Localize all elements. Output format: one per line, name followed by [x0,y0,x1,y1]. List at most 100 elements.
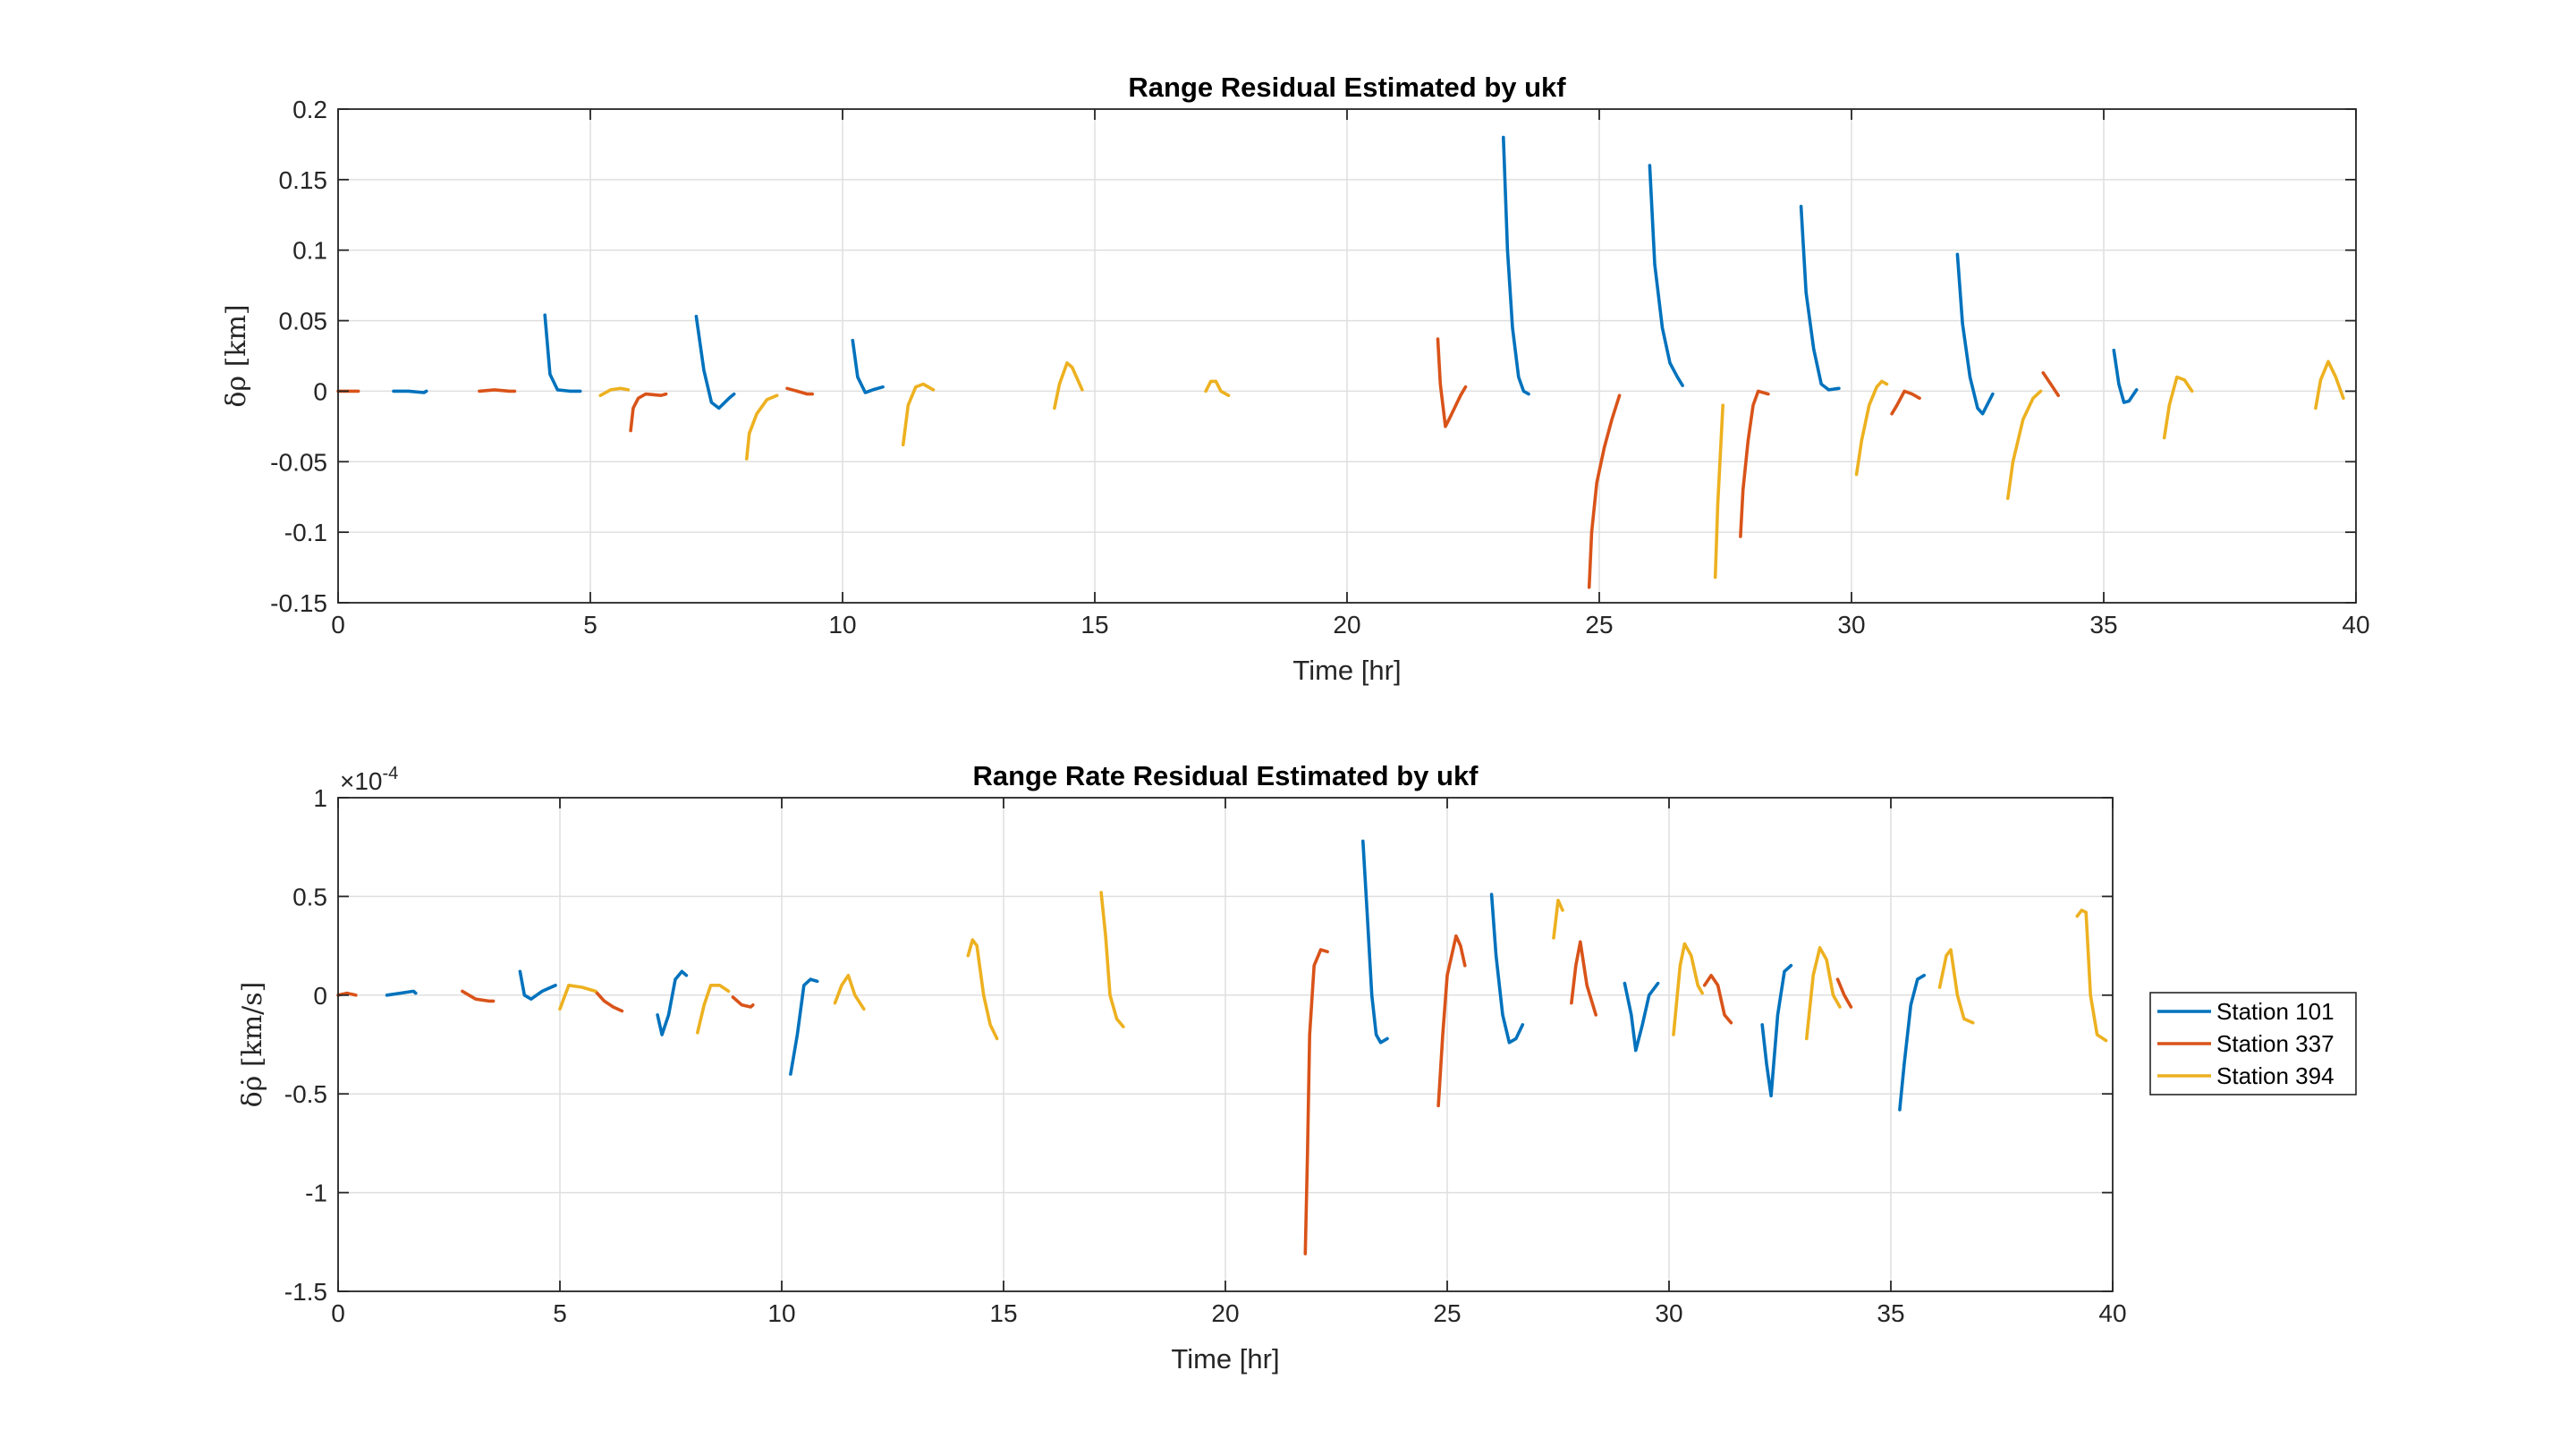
y-tick-label: 0 [313,377,327,405]
series-line-station-394 [1713,403,1724,579]
y-tick-label: 0.1 [292,237,327,265]
series-line-station-337 [1702,973,1733,1025]
series-line-station-394 [1552,899,1564,940]
series-line-station-337 [1739,389,1770,538]
series-line-station-394 [1204,379,1231,397]
series-line-station-394 [598,386,631,397]
x-tick-label: 5 [553,1299,567,1327]
x-tick-label: 30 [1655,1299,1682,1327]
x-axis-label: Time [hr] [1171,1343,1279,1375]
x-tick-label: 30 [1837,611,1865,639]
legend-label-station-394: Station 394 [2216,1062,2334,1089]
series-line-station-101 [1955,252,1995,416]
series-line-station-101 [1361,839,1389,1045]
series-line-station-337 [1835,977,1853,1009]
series-line-station-101 [1648,164,1684,387]
y-tick-label: -0.5 [284,1080,327,1108]
series-line-station-394 [1937,948,1975,1025]
x-tick-label: 20 [1211,1299,1239,1327]
y-tick-label: 0.2 [292,96,327,123]
y-tick-label: 0 [313,982,327,1010]
series-line-station-337 [785,386,814,396]
x-tick-label: 0 [331,611,345,639]
series-line-station-394 [2006,389,2043,501]
y-tick-label: -0.15 [270,589,327,617]
x-tick-label: 25 [1433,1299,1461,1327]
legend: Station 101 Station 337 Station 394 [2149,992,2357,1095]
series-line-station-337 [593,989,624,1013]
x-tick-label: 35 [2089,611,2117,639]
series-line-station-394 [2314,360,2345,410]
y-tick-label: 0.05 [279,308,328,335]
series-line-station-394 [1053,361,1084,410]
series-line-station-394 [696,984,731,1035]
series-line-station-394 [966,938,999,1041]
range-residual-plot: 0 5 10 15 20 25 30 35 40 -0.15 -0.1 -0.05 0 0.05 0.1 0.… [221,72,2370,686]
series-line-station-337 [1436,934,1467,1108]
series-line-station-101 [2112,348,2139,404]
series-line-station-394 [901,382,936,447]
x-tick-label: 0 [331,1299,345,1327]
x-tick-label: 20 [1333,611,1360,639]
x-tick-label: 40 [2098,1299,2126,1327]
series-line-station-337 [478,388,517,393]
y-axis-label: δρ [km] [221,304,252,407]
x-tick-label: 35 [1877,1299,1904,1327]
series-line-station-337 [1587,393,1622,589]
series-line-station-101 [1760,963,1793,1098]
series-line-station-101 [1799,205,1841,392]
x-tick-label: 5 [583,611,597,639]
y-tick-label: 1 [313,784,327,812]
y-tick-label: -1.5 [284,1278,327,1306]
range-rate-residual-plot: 0 5 10 15 20 25 30 35 40 -1.5 -1 -0.5 0 0.5 1 Range Ra… [237,760,2357,1375]
x-tick-label: 25 [1585,611,1613,639]
series-line-station-337 [1303,948,1329,1256]
series-line-station-394 [833,973,866,1011]
y-tick-label: -0.05 [270,448,327,476]
y-axis-label: δρ̇ [km/s] [237,982,268,1108]
series-line-station-337 [461,989,496,1003]
series-line-station-337 [1570,940,1597,1017]
series-line-station-101 [1502,135,1530,396]
series-line-station-101 [392,389,428,394]
series-line-station-101 [543,313,582,393]
legend-label-station-337: Station 337 [2216,1030,2334,1057]
x-tick-label: 10 [828,611,856,639]
series-line-station-394 [2075,909,2108,1043]
exponent-base: ×10 [340,767,383,795]
legend-label-station-101: Station 101 [2216,998,2334,1025]
series-line-station-101 [518,969,557,1001]
series-line-station-101 [1623,981,1660,1053]
series-line-station-394 [1099,891,1125,1028]
y-tick-label: -1 [305,1180,327,1207]
series-line-station-394 [1672,942,1704,1036]
series-line-station-101 [385,989,418,997]
chart-title: Range Residual Estimated by ukf [1128,72,1566,103]
x-axis-label: Time [hr] [1292,655,1401,686]
y-tick-label: 0.15 [279,166,328,194]
series-line-station-337 [629,392,668,433]
series-line-station-101 [1898,973,1926,1112]
series-line-station-394 [558,984,597,1011]
series-line-station-101 [789,977,819,1076]
series-line-station-337 [1436,337,1468,428]
series-line-station-101 [1489,892,1525,1045]
exponent-power: -4 [383,764,399,783]
y-tick-label: -0.1 [284,519,327,546]
series-line-station-394 [745,393,779,461]
series-line-station-337 [2041,371,2060,397]
series-line-station-101 [851,338,885,394]
x-tick-label: 15 [989,1299,1017,1327]
x-tick-label: 15 [1080,611,1108,639]
series-line-station-337 [1890,389,1921,416]
series-line-station-101 [694,315,736,410]
chart-title: Range Rate Residual Estimated by ukf [972,760,1479,791]
y-tick-label: 0.5 [292,883,327,910]
series-line-station-394 [2162,375,2194,440]
series-line-station-394 [1805,946,1842,1041]
x-tick-label: 10 [767,1299,795,1327]
y-axis-exponent: ×10-4 [340,764,398,795]
x-tick-label: 40 [2342,611,2369,639]
series-line-station-337 [731,995,755,1009]
